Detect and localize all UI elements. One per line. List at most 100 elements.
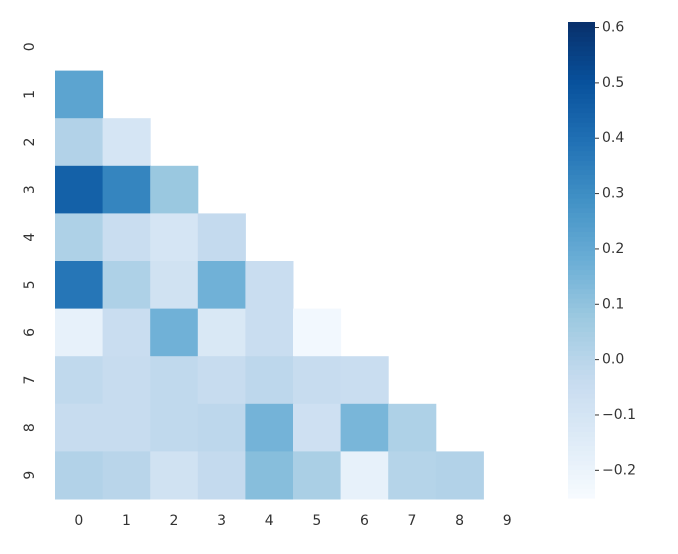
colorbar-segment bbox=[568, 279, 595, 285]
colorbar-segment bbox=[568, 379, 595, 385]
colorbar-segment bbox=[568, 55, 595, 61]
colorbar-segment bbox=[568, 326, 595, 332]
x-tick-label: 9 bbox=[503, 513, 512, 529]
colorbar-tick-label: 0.3 bbox=[602, 186, 624, 202]
colorbar-segment bbox=[568, 117, 595, 123]
colorbar-segment bbox=[568, 69, 595, 75]
colorbar-segment bbox=[568, 107, 595, 114]
colorbar-segment bbox=[568, 74, 595, 80]
heatmap-cell bbox=[340, 403, 389, 452]
heatmap-cell bbox=[102, 308, 151, 357]
heatmap-cell bbox=[102, 403, 151, 452]
heatmap-cell bbox=[293, 403, 342, 452]
colorbar-segment bbox=[568, 240, 595, 247]
colorbar-segment bbox=[568, 431, 595, 437]
colorbar-segment bbox=[568, 26, 595, 33]
colorbar-segment bbox=[568, 383, 595, 390]
heatmap-cell bbox=[388, 403, 437, 452]
heatmap-cell bbox=[197, 213, 246, 262]
x-tick-label: 0 bbox=[74, 513, 83, 529]
colorbar-segment bbox=[568, 436, 595, 442]
colorbar-segment bbox=[568, 469, 595, 475]
y-tick-label: 5 bbox=[22, 280, 38, 289]
y-tick-label: 8 bbox=[22, 423, 38, 432]
heatmap-cell bbox=[55, 70, 104, 119]
heatmap-cell bbox=[150, 261, 199, 310]
colorbar-segment bbox=[568, 264, 595, 271]
colorbar-segment bbox=[568, 22, 595, 28]
x-tick-label: 6 bbox=[360, 513, 369, 529]
colorbar-segment bbox=[568, 212, 595, 218]
colorbar-tick-label: 0.0 bbox=[602, 352, 624, 368]
heatmap-cell bbox=[435, 451, 484, 500]
colorbar-segment bbox=[568, 359, 595, 366]
heatmap-cell bbox=[340, 356, 389, 405]
heatmap-cell bbox=[55, 213, 104, 262]
colorbar-segment bbox=[568, 355, 595, 361]
colorbar-segment bbox=[568, 83, 595, 90]
heatmap-cell bbox=[150, 213, 199, 262]
heatmap-cell bbox=[388, 451, 437, 500]
heatmap-cell bbox=[55, 308, 104, 357]
y-tick-label: 7 bbox=[22, 376, 38, 385]
heatmap-cell bbox=[245, 403, 294, 452]
y-tick-label: 2 bbox=[22, 138, 38, 147]
colorbar-segment bbox=[568, 283, 595, 290]
x-tick-label: 8 bbox=[455, 513, 464, 529]
colorbar-segment bbox=[568, 121, 595, 128]
colorbar-segment bbox=[568, 407, 595, 413]
colorbar-segment bbox=[568, 183, 595, 190]
colorbar-segment bbox=[568, 102, 595, 109]
heatmap-cell bbox=[102, 451, 151, 500]
colorbar-segment bbox=[568, 412, 595, 418]
heatmap-cell bbox=[150, 308, 199, 357]
heatmap-cell bbox=[55, 118, 104, 167]
heatmap-cell bbox=[55, 356, 104, 405]
colorbar-segment bbox=[568, 488, 595, 494]
colorbar-segment bbox=[568, 340, 595, 347]
colorbar-segment bbox=[568, 374, 595, 380]
colorbar-segment bbox=[568, 160, 595, 166]
colorbar-segment bbox=[568, 445, 595, 451]
colorbar-segment bbox=[568, 126, 595, 133]
colorbar-segment bbox=[568, 169, 595, 175]
colorbar-segment bbox=[568, 302, 595, 309]
colorbar-segment bbox=[568, 317, 595, 323]
colorbar-segment bbox=[568, 50, 595, 56]
heatmap-cell bbox=[293, 451, 342, 500]
colorbar-segment bbox=[568, 402, 595, 409]
colorbar-segment bbox=[568, 164, 595, 171]
heatmap-cell bbox=[340, 451, 389, 500]
x-tick-label: 1 bbox=[122, 513, 131, 529]
colorbar-segment bbox=[568, 188, 595, 194]
heatmap-cell bbox=[55, 403, 104, 452]
colorbar-segment bbox=[568, 221, 595, 228]
colorbar-segment bbox=[568, 474, 595, 480]
colorbar-tick-label: −0.1 bbox=[602, 407, 636, 423]
heatmap-cell bbox=[102, 213, 151, 262]
colorbar-segment bbox=[568, 207, 595, 213]
colorbar-segment bbox=[568, 440, 595, 447]
colorbar-segment bbox=[568, 88, 595, 94]
colorbar-segment bbox=[568, 31, 595, 37]
colorbar-segment bbox=[568, 388, 595, 394]
colorbar-segment bbox=[568, 364, 595, 371]
heatmap-cell bbox=[245, 261, 294, 310]
colorbar-segment bbox=[568, 245, 595, 252]
x-tick-label: 4 bbox=[265, 513, 274, 529]
colorbar-segment bbox=[568, 455, 595, 461]
colorbar-segment bbox=[568, 145, 595, 152]
colorbar-segment bbox=[568, 255, 595, 261]
heatmap-cell bbox=[197, 308, 246, 357]
colorbar-segment bbox=[568, 369, 595, 375]
colorbar-segment bbox=[568, 331, 595, 337]
colorbar-segment bbox=[568, 321, 595, 328]
colorbar-tick-label: 0.5 bbox=[602, 75, 624, 91]
colorbar-tick-label: 0.2 bbox=[602, 241, 624, 257]
colorbar-segment bbox=[568, 64, 595, 71]
heatmap-cell bbox=[150, 356, 199, 405]
heatmap-cell bbox=[102, 118, 151, 167]
heatmap-cell bbox=[245, 451, 294, 500]
heatmap-cell bbox=[197, 403, 246, 452]
colorbar-segment bbox=[568, 45, 595, 52]
